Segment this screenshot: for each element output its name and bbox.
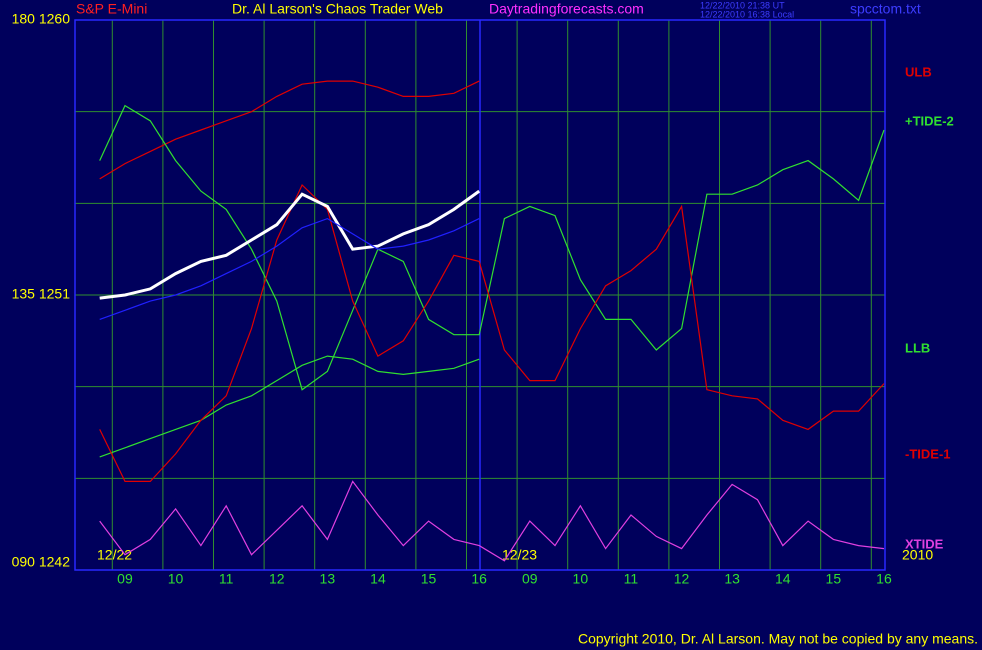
series-line xyxy=(99,480,885,562)
legend-label: LLB xyxy=(905,340,930,355)
site: Daytradingforecasts.com xyxy=(489,1,644,17)
y-tick-label: 090 1242 xyxy=(12,554,71,570)
x-tick-label: 16 xyxy=(471,571,487,587)
y-tick-label: 180 1260 xyxy=(12,11,71,27)
x-tick-label: 13 xyxy=(320,571,336,587)
legend-label: +TIDE-2 xyxy=(905,113,954,128)
legend-label: ULB xyxy=(905,64,932,79)
x-tick-label: 09 xyxy=(522,571,538,587)
timestamp: 12/22/2010 16:38 Local xyxy=(700,9,794,19)
x-tick-label: 15 xyxy=(421,571,437,587)
x-tick-label: 10 xyxy=(168,571,184,587)
series-line xyxy=(99,104,885,391)
series-line xyxy=(99,355,480,458)
year-label: 2010 xyxy=(902,547,933,563)
legend-label: XTIDE xyxy=(905,536,944,551)
y-tick-label: 135 1251 xyxy=(12,286,71,302)
instrument: S&P E-Mini xyxy=(76,1,147,17)
file-name: spcctom.txt xyxy=(850,1,921,17)
x-tick-label: 16 xyxy=(876,571,892,587)
series-line xyxy=(99,80,480,180)
legend-label: -TIDE-1 xyxy=(905,446,951,461)
x-tick-label: 14 xyxy=(370,571,386,587)
x-tick-label: 09 xyxy=(117,571,133,587)
x-tick-label: 14 xyxy=(775,571,791,587)
timestamp: 12/22/2010 21:38 UT xyxy=(700,0,785,10)
date-label: 12/22 xyxy=(97,547,132,563)
chart-title: Dr. Al Larson's Chaos Trader Web xyxy=(232,1,443,17)
copyright: Copyright 2010, Dr. Al Larson. May not b… xyxy=(578,631,978,647)
x-tick-label: 12 xyxy=(269,571,285,587)
date-label: 12/23 xyxy=(502,547,537,563)
x-tick-label: 11 xyxy=(624,571,639,587)
series-line xyxy=(99,189,481,300)
x-tick-label: 11 xyxy=(219,571,234,587)
x-tick-label: 13 xyxy=(724,571,740,587)
x-tick-label: 12 xyxy=(674,571,690,587)
series-line xyxy=(99,183,885,482)
x-tick-label: 15 xyxy=(826,571,842,587)
series-line xyxy=(99,217,480,320)
x-tick-label: 10 xyxy=(573,571,589,587)
